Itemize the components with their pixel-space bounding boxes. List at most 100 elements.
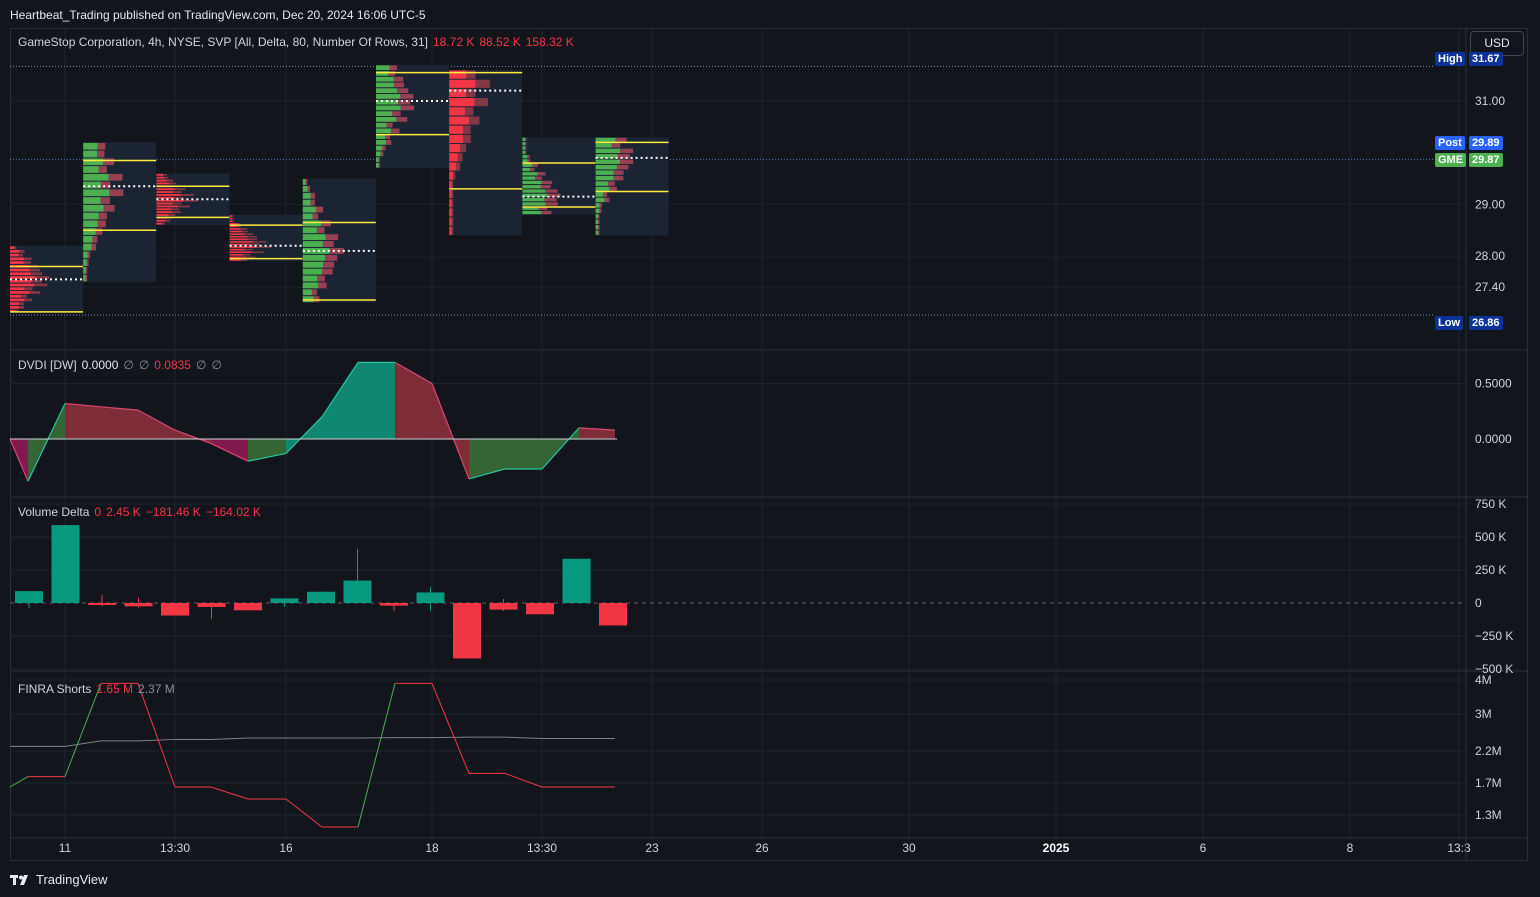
profile-row-alt [603,192,608,197]
dvdi-area-segment [358,362,395,439]
profile-row-main [595,219,599,225]
profile-row-alt [316,227,325,234]
x-axis-label: 26 [755,841,769,855]
x-axis-label: 16 [279,841,293,855]
x-axis-label: 13:30 [160,841,190,855]
profile-row-main [302,227,317,234]
profile-row-main [10,306,20,309]
vd-bar [307,591,335,603]
profile-row-alt [451,217,454,226]
profile-row-alt [249,243,260,246]
profile-row-alt [236,222,241,225]
profile-row-main [10,302,19,306]
profile-row-alt [604,197,610,203]
dvdi-legend-n3: ∅ [195,358,207,372]
profile-row-alt [389,65,397,71]
profile-row-alt [544,198,557,202]
profile-row-main [302,289,312,296]
profile-row-main [229,241,254,243]
profile-row-alt [463,125,471,134]
profile-row-alt [310,199,315,206]
profile-row-alt [86,259,89,266]
profile-row-alt [247,238,258,241]
profile-row-alt [323,261,335,268]
profile-row-main [10,253,19,257]
profile-row-main [449,217,452,226]
profile-row-main [156,176,165,179]
profile-row-alt [236,225,241,228]
profile-row-main [229,251,252,254]
currency-button[interactable]: USD [1470,31,1524,56]
profile-row-alt [232,220,235,222]
profile-row-alt [311,289,317,296]
profile-row-alt [466,88,476,98]
profile-row-main [522,146,525,150]
profile-row-alt [244,248,253,251]
profile-row-main [83,158,104,166]
profile-row-main [449,88,467,98]
dvdi-legend-v2: 0.0835 [154,358,191,372]
profile-row-alt [172,202,182,205]
footer-brand[interactable]: TradingView [10,872,108,887]
profile-row-alt [525,141,527,146]
vd-bar [161,603,189,616]
profile-row-main [522,137,525,141]
profile-row-main [449,189,452,199]
vd-axis-label: 0 [1475,596,1482,610]
profile-row-main [10,283,35,287]
profile-row-alt [609,186,617,192]
tradingview-logo-icon [10,874,28,885]
profile-row-main [156,219,166,222]
profile-row-alt [615,137,627,143]
footer-brand-label: TradingView [36,872,108,887]
dvdi-legend-v1: 0.0000 [81,358,119,372]
profile-row-alt [35,276,50,279]
vd-axis-label: −500 K [1475,662,1513,676]
profile-row-alt [547,193,561,198]
profile-row-alt [613,170,624,175]
profile-row-alt [241,259,248,261]
profile-row-alt [256,246,272,248]
vd-bar [197,603,226,607]
profile-row-alt [598,225,600,230]
x-axis-label: 11 [59,841,72,855]
profile-row-main [156,182,170,185]
profile-row-alt [109,189,124,197]
profile-row-alt [180,193,194,196]
profile-row-alt [20,294,27,298]
profile-row-main [302,254,326,261]
profile-row-main [229,238,248,241]
profile-row-main [10,298,25,302]
profile-row-alt [451,199,454,208]
profile-row-main [595,186,610,192]
profile-row-alt [307,185,310,192]
dvdi-line-segment [27,403,66,482]
profile-row-main [302,241,323,247]
profile-row-main [83,243,92,251]
profile-row-main [449,116,469,125]
vd-bar [124,603,153,607]
profile-row-alt [329,247,344,254]
profile-row-alt [598,219,600,225]
dvdi-area-segment [395,362,432,439]
dvdi-area-segment [28,403,65,482]
profile-session-box [302,178,376,303]
profile-row-main [302,234,326,241]
profile-row-main [83,166,99,173]
dvdi-legend-n2: ∅ [138,358,150,372]
profile-row-alt [545,202,558,206]
profile-row-alt [464,107,474,116]
vd-bar [270,598,299,603]
post-badge-value: 29.89 [1469,136,1503,150]
profile-row-main [595,159,621,164]
profile-row-main [595,143,612,148]
dvdi-axis-label: 0.0000 [1475,432,1512,446]
profile-row-alt [98,212,107,220]
profile-row-alt [103,158,115,166]
profile-row-main [595,192,604,197]
finra-red-series-segment [357,683,396,828]
profile-row-main [449,134,464,144]
profile-row-main [595,154,618,159]
low-badge-value: 26.86 [1469,316,1503,330]
